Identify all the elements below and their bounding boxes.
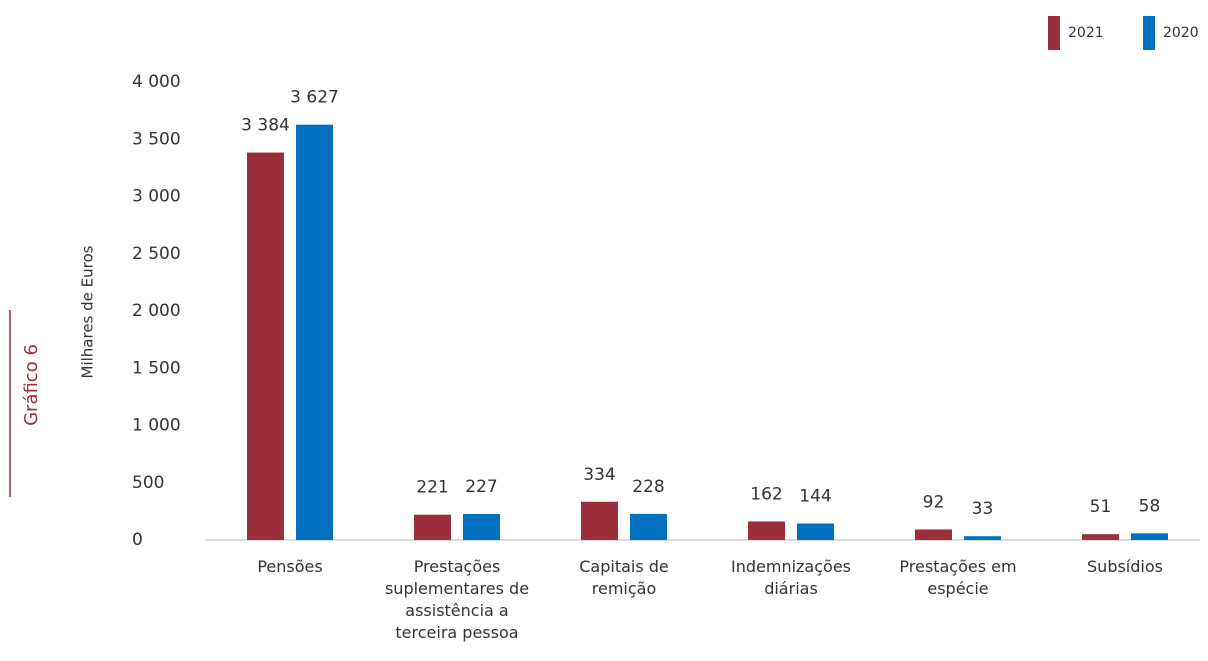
x-tick-label: Subsídios <box>1087 557 1163 576</box>
legend-label: 2020 <box>1163 25 1199 41</box>
bar <box>748 521 785 540</box>
bar <box>414 514 451 540</box>
legend-label: 2021 <box>1068 25 1104 41</box>
data-label: 92 <box>923 492 945 512</box>
data-label: 3 384 <box>241 116 290 136</box>
y-tick-label: 3 500 <box>132 129 181 149</box>
bar <box>915 529 952 540</box>
x-tick-label: Indemnizações diárias <box>731 557 851 598</box>
bar <box>964 536 1001 540</box>
bar <box>463 514 500 540</box>
bar <box>1082 534 1119 540</box>
bar <box>797 523 834 540</box>
data-label: 334 <box>583 465 615 485</box>
y-tick-label: 2 500 <box>132 244 181 264</box>
legend-swatch <box>1048 16 1060 50</box>
data-label: 221 <box>416 478 448 498</box>
legend-swatch <box>1143 16 1155 50</box>
bar <box>296 124 333 541</box>
bar <box>581 501 618 540</box>
y-tick-label: 0 <box>132 530 143 550</box>
y-tick-label: 2 000 <box>132 301 181 321</box>
x-tick-label: Prestações em espécie <box>899 557 1017 598</box>
data-label: 51 <box>1090 497 1112 517</box>
bar <box>1131 533 1168 540</box>
x-tick-label: Pensões <box>257 557 323 576</box>
x-tick-label: Capitais de remição <box>579 557 669 598</box>
bar <box>630 513 667 540</box>
y-tick-label: 4 000 <box>132 72 181 92</box>
y-tick-label: 3 000 <box>132 187 181 207</box>
y-tick-label: 1 500 <box>132 358 181 378</box>
y-tick-label: 1 000 <box>132 416 181 436</box>
data-label: 33 <box>972 499 994 519</box>
data-label: 3 627 <box>290 88 339 108</box>
data-label: 162 <box>750 484 782 504</box>
y-axis-label: Milhares de Euros <box>79 245 97 378</box>
data-label: 228 <box>632 477 664 497</box>
data-label: 144 <box>799 487 831 507</box>
data-label: 227 <box>465 477 497 497</box>
bar <box>247 152 284 541</box>
y-tick-label: 500 <box>132 473 164 493</box>
x-tick-label: Prestações suplementares de assistência … <box>384 557 530 642</box>
side-label: Gráfico 6 <box>21 344 42 426</box>
data-label: 58 <box>1139 496 1161 516</box>
